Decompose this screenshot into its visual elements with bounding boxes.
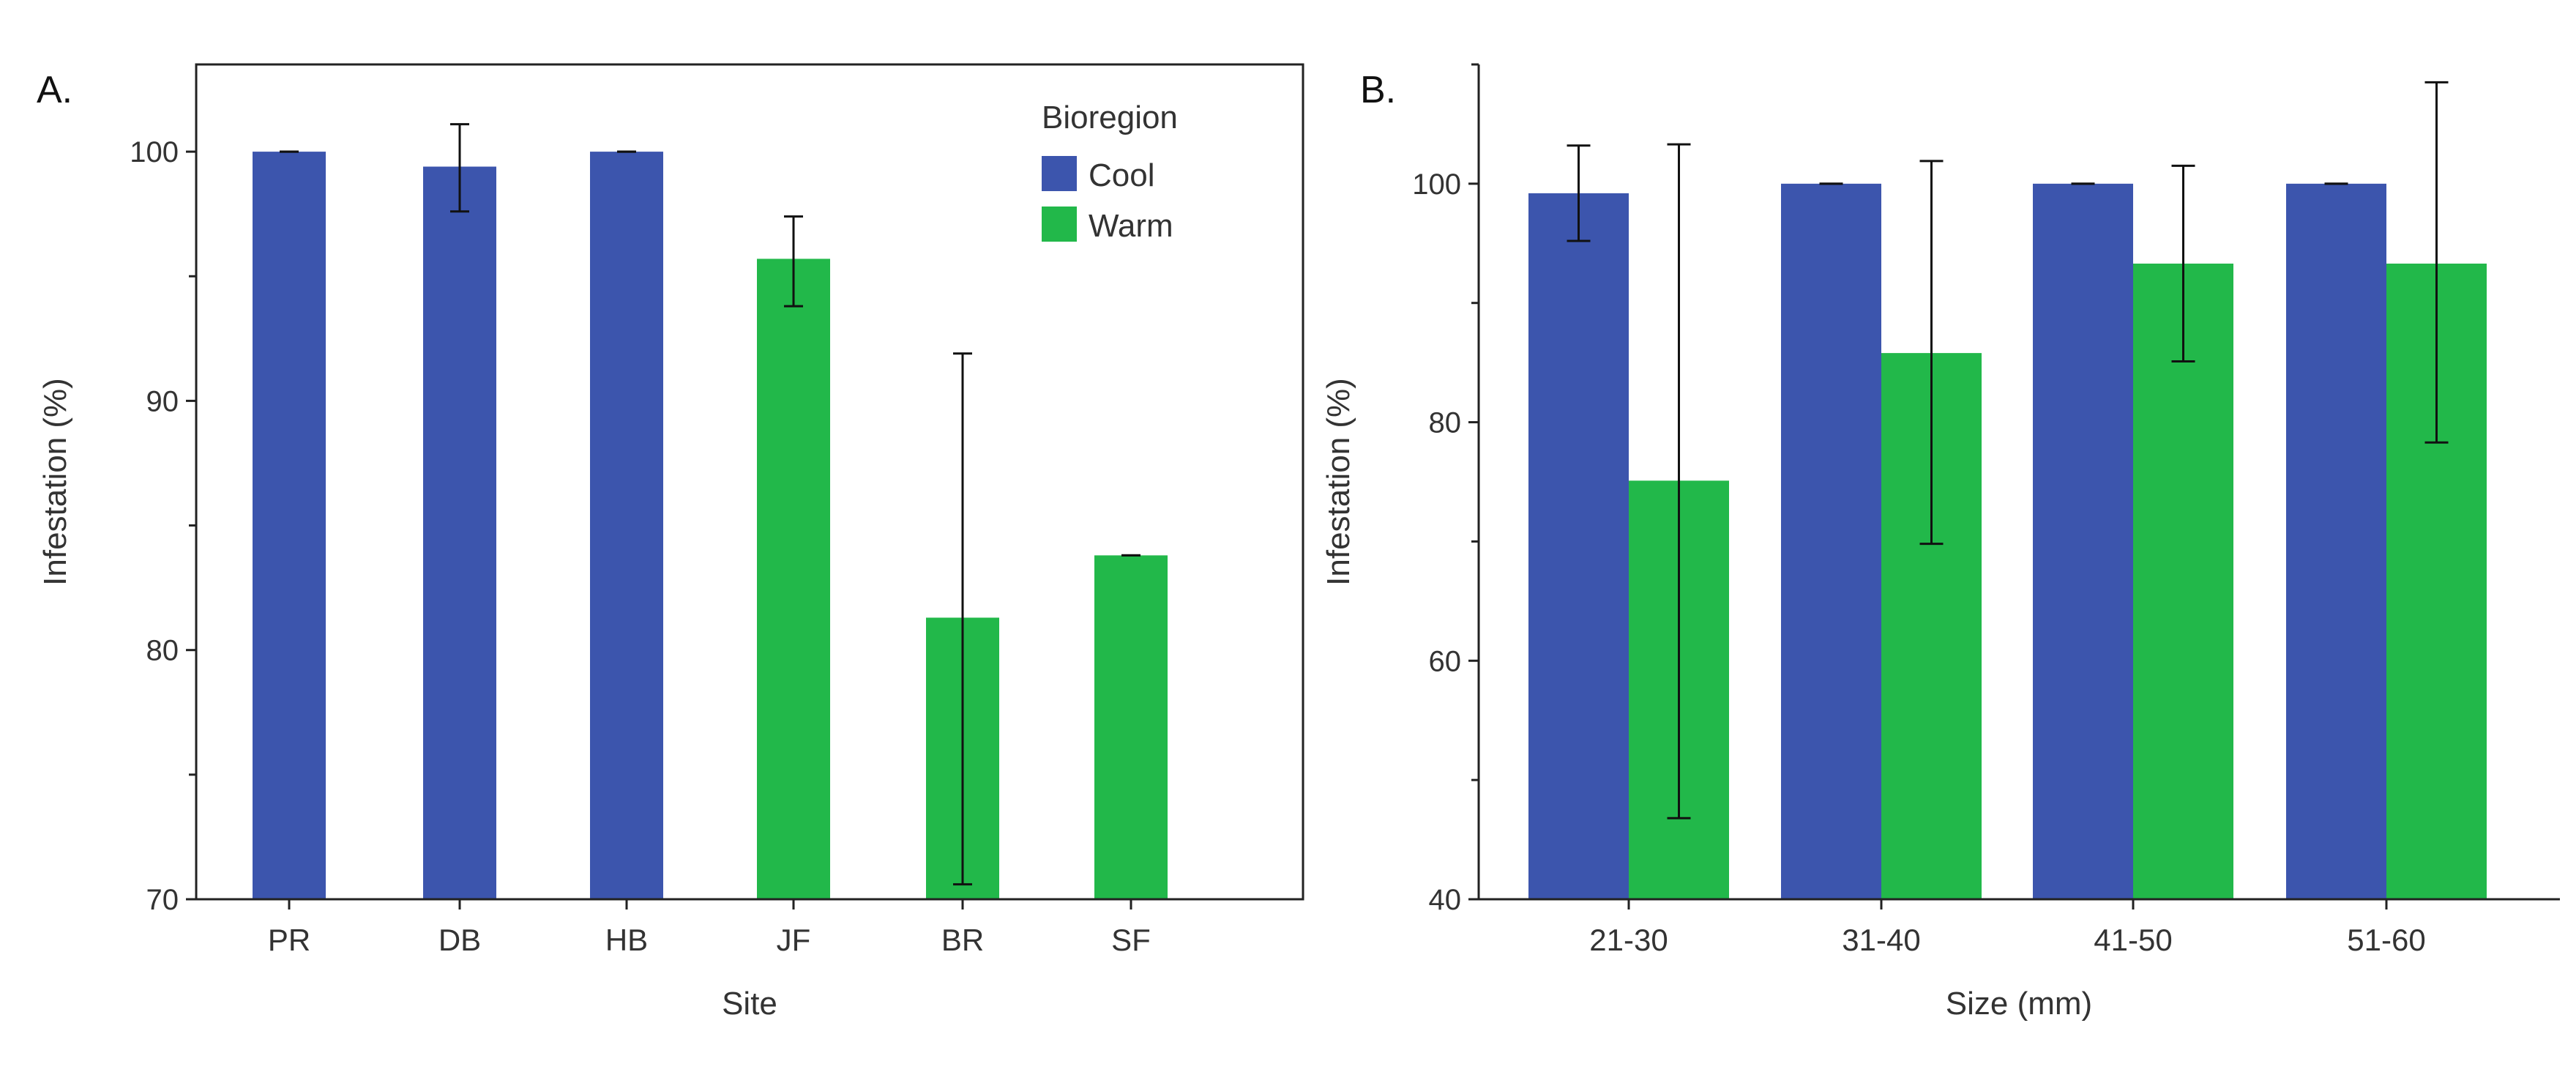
panel-b-y-axis: 40 60 80 100 xyxy=(1412,63,1479,916)
error-bar-31-40-warm xyxy=(1919,160,1944,546)
bar-21-30-cool xyxy=(1528,193,1629,899)
x-tick-label-db: DB xyxy=(438,923,481,957)
b-y-tick-label-40: 40 xyxy=(1429,884,1462,916)
y-tick-label-90: 90 xyxy=(146,385,179,417)
bar-51-60-cool xyxy=(2286,183,2386,899)
b-y-tick-label-80: 80 xyxy=(1429,407,1462,439)
panel-b-bars xyxy=(1528,183,2487,900)
legend-title: Bioregion xyxy=(1042,100,1178,135)
panel-b-plot-frame xyxy=(1477,64,2560,901)
error-bar-41-50-warm xyxy=(2171,164,2195,363)
legend-swatch-cool xyxy=(1042,156,1077,191)
b-x-tick-label-31-40: 31-40 xyxy=(1842,923,1920,957)
panel-a: A. 70 80 90 100 PR DB HB JF BR SF Site Infestati… xyxy=(37,63,1304,1022)
b-x-tick-label-21-30: 21-30 xyxy=(1589,923,1668,957)
bar-41-50-warm xyxy=(2133,263,2233,899)
x-tick-label-pr: PR xyxy=(268,923,310,957)
legend: Bioregion Cool Warm xyxy=(1042,100,1178,244)
x-tick-label-jf: JF xyxy=(777,923,811,957)
panel-a-x-label: Site xyxy=(722,986,777,1022)
x-tick-label-sf: SF xyxy=(1111,923,1151,957)
b-x-tick-label-41-50: 41-50 xyxy=(2094,923,2172,957)
x-tick-label-br: BR xyxy=(941,923,984,957)
bar-31-40-cool xyxy=(1781,183,1881,899)
panel-a-error-bars xyxy=(280,123,1140,886)
panel-b-error-bars xyxy=(1567,81,2449,819)
error-bar-br xyxy=(953,352,972,886)
bar-pr xyxy=(253,152,326,899)
bar-db xyxy=(423,166,496,899)
panel-a-bars xyxy=(253,152,1168,899)
panel-b-label: B. xyxy=(1360,69,1396,111)
panel-b-y-label: Infestation (%) xyxy=(1321,378,1356,586)
legend-label-cool: Cool xyxy=(1089,157,1155,193)
panel-b: B. 40 60 80 100 21-30 31-40 41-50 51-60 Size (… xyxy=(1321,63,2560,1022)
y-tick-label-100: 100 xyxy=(130,136,179,168)
panel-b-x-axis: 21-30 31-40 41-50 51-60 xyxy=(1589,899,2426,957)
legend-swatch-warm xyxy=(1042,207,1077,242)
b-y-tick-label-60: 60 xyxy=(1429,645,1462,677)
bar-41-50-cool xyxy=(2033,183,2133,899)
error-bar-51-60-warm xyxy=(2424,81,2449,444)
panel-b-x-label: Size (mm) xyxy=(1946,986,2092,1022)
b-x-tick-label-51-60: 51-60 xyxy=(2347,923,2425,957)
error-bar-jf xyxy=(784,215,803,308)
panel-a-x-axis: PR DB HB JF BR SF xyxy=(268,899,1151,957)
panel-a-y-axis: 70 80 90 100 xyxy=(130,136,196,916)
error-bar-21-30-warm xyxy=(1667,143,1691,819)
bar-hb xyxy=(590,152,663,899)
legend-label-warm: Warm xyxy=(1089,208,1173,244)
panel-a-plot-frame xyxy=(195,63,1304,901)
x-tick-label-hb: HB xyxy=(605,923,648,957)
b-y-tick-label-100: 100 xyxy=(1412,168,1461,201)
error-bar-db xyxy=(450,123,469,213)
y-tick-label-70: 70 xyxy=(146,884,179,916)
panel-a-y-label: Infestation (%) xyxy=(37,378,73,586)
panel-a-label: A. xyxy=(37,69,72,111)
bar-sf xyxy=(1094,555,1168,899)
y-tick-label-80: 80 xyxy=(146,635,179,667)
error-bar-21-30-cool xyxy=(1567,144,1591,242)
bar-jf xyxy=(757,258,830,899)
